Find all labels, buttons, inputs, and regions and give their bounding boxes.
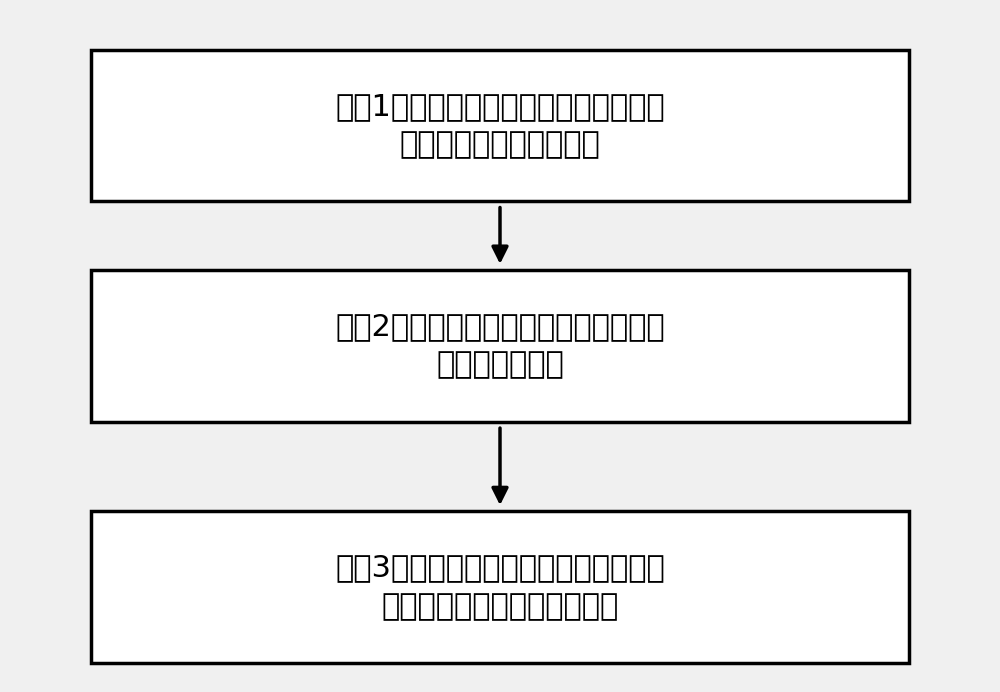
Text: 步骤2：部分平整化纳米线并露出纳米线
尖端的应力小岛: 步骤2：部分平整化纳米线并露出纳米线 尖端的应力小岛 [335, 312, 665, 380]
FancyBboxPatch shape [91, 270, 909, 422]
Text: 步骤3：使用机械剥离法制作二维薄膜并
将二维薄膜转移至应力小岛上: 步骤3：使用机械剥离法制作二维薄膜并 将二维薄膜转移至应力小岛上 [335, 554, 665, 621]
FancyBboxPatch shape [91, 50, 909, 201]
Text: 步骤1：取一半导体衬底，生长并制备半
导体纳米线单量子点结构: 步骤1：取一半导体衬底，生长并制备半 导体纳米线单量子点结构 [335, 92, 665, 159]
FancyBboxPatch shape [91, 511, 909, 663]
